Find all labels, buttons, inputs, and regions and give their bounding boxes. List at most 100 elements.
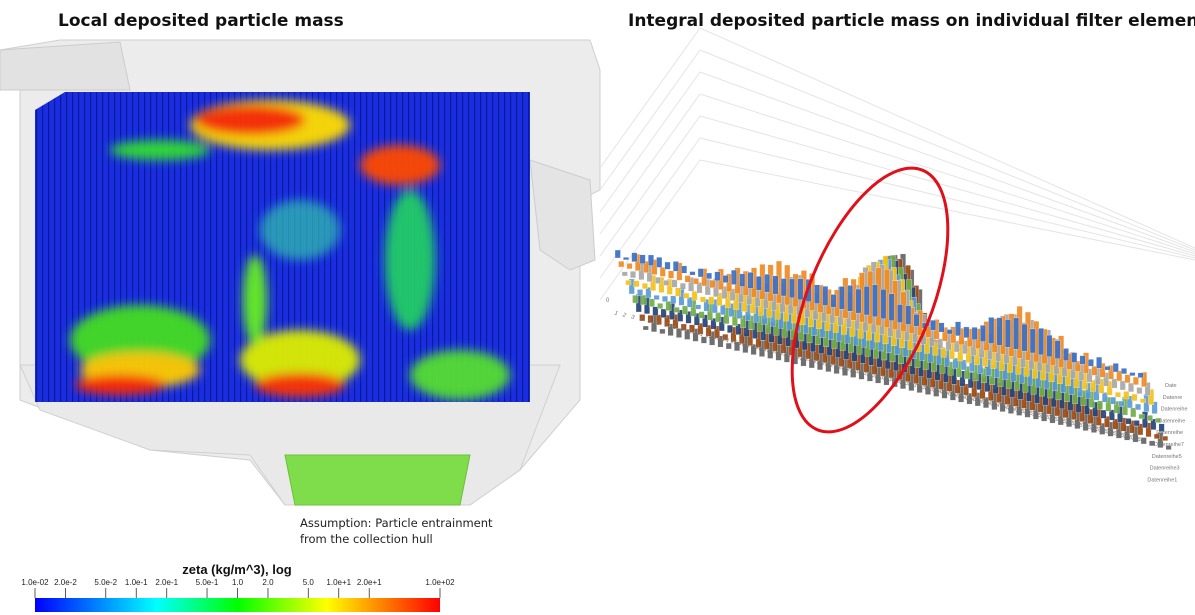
bar-illustration [1110, 397, 1116, 404]
bar-illustration [847, 285, 853, 311]
bar-illustration [671, 296, 677, 304]
bar-illustration [756, 276, 762, 290]
bar-illustration [685, 275, 691, 282]
bar-illustration [989, 317, 995, 343]
legend-label: Datenreihe [1158, 418, 1185, 424]
bar-illustration [681, 266, 687, 273]
bar-illustration [695, 305, 701, 310]
bar-illustration [1133, 377, 1139, 385]
legend-label: Date [1165, 383, 1177, 389]
bar-illustration [643, 326, 649, 330]
bar-illustration [1140, 399, 1146, 403]
bar-illustration [634, 281, 640, 287]
legend-label: Datenreihe [1156, 430, 1183, 436]
grid-line [600, 116, 700, 256]
page: Local deposited particle mass Assumption… [0, 0, 1195, 615]
bar-illustration [654, 295, 660, 299]
legend-label: Datenreihe5 [1152, 454, 1182, 460]
bar-illustration [1080, 356, 1086, 365]
bar-illustration [773, 276, 779, 294]
bar-illustration [627, 263, 633, 269]
bar-illustration [856, 289, 862, 313]
bar-illustration [897, 304, 903, 322]
bar-illustration [649, 299, 655, 307]
bar-illustration [662, 296, 668, 302]
bar-illustration [698, 269, 704, 277]
bar-illustration [748, 272, 754, 288]
bar-illustration [906, 306, 912, 325]
bar-illustration [1072, 353, 1078, 363]
bar-field [615, 250, 1171, 450]
bar-illustration [665, 262, 671, 269]
legend-label: Datenreihe [1161, 407, 1188, 413]
colorbar-tick-label: 5.0 [303, 578, 315, 587]
bar-illustration [632, 253, 638, 262]
bar-illustration [690, 272, 696, 276]
bar-illustration [615, 250, 621, 258]
bar-illustration [1055, 341, 1061, 359]
bar-illustration [1013, 318, 1019, 349]
legend-label: Datenre [1163, 395, 1183, 401]
colorbar-tick-label: 1.0e+02 [425, 578, 455, 587]
bar-illustration [881, 289, 887, 319]
bar-illustration [740, 274, 746, 287]
bar-illustration [674, 307, 680, 312]
x-tick-label: 1 [613, 310, 619, 317]
colorbar [35, 598, 440, 612]
bar-illustration [1047, 335, 1053, 357]
bar-illustration [684, 293, 690, 298]
bar-illustration [930, 320, 936, 330]
bar-illustration [1121, 368, 1127, 374]
bar-illustration [657, 303, 663, 308]
bar-illustration [637, 289, 643, 295]
bar-illustration [710, 280, 716, 288]
bar-illustration [1126, 418, 1132, 424]
filter-field [35, 92, 530, 402]
bar-illustration [955, 322, 961, 336]
bar-illustration [947, 329, 953, 334]
bar-illustration [839, 286, 845, 309]
grid-line [600, 72, 700, 212]
bar-illustration [1139, 414, 1145, 419]
bar-illustration [664, 280, 670, 285]
bar-illustration [939, 323, 945, 332]
bar-illustration [626, 280, 632, 285]
bar-illustration [657, 257, 663, 267]
bar-illustration [997, 318, 1003, 346]
bar-illustration [1119, 401, 1125, 406]
x-tick-label: 3 [630, 314, 636, 321]
bar-illustration [648, 255, 654, 266]
bar-illustration [1005, 320, 1011, 348]
colorbar-title: zeta (kg/m^3), log [182, 562, 291, 577]
figure: Local deposited particle mass Assumption… [0, 0, 1195, 615]
bar-illustration [1105, 366, 1111, 370]
bar-illustration [798, 279, 804, 300]
bar-illustration [764, 274, 770, 292]
bar-illustration [1022, 324, 1027, 351]
bar-illustration [673, 261, 679, 271]
legend-label: Datenreihe1 [1147, 477, 1177, 483]
bar-illustration [642, 283, 648, 289]
colorbar-tick-label: 1.0e-02 [21, 578, 49, 587]
bar-illustration [1134, 420, 1140, 426]
bar-illustration [668, 271, 674, 279]
legend-label: Datenreihe3 [1150, 466, 1180, 472]
colorbar-tick-label: 1.0 [232, 578, 244, 587]
bar-illustration [823, 286, 829, 305]
bar-illustration [1135, 404, 1141, 410]
bar-illustration [633, 295, 639, 303]
bar-illustration [1137, 387, 1143, 393]
bar-illustration [1130, 373, 1136, 376]
bar-illustration [964, 327, 970, 338]
bar-illustration [864, 286, 870, 315]
bar-illustration [1063, 348, 1069, 360]
colorbar-tick-label: 2.0e-2 [54, 578, 77, 587]
colorbar-ticks: 1.0e-022.0e-25.0e-21.0e-12.0e-15.0e-11.0… [21, 578, 455, 598]
bar-illustration [672, 280, 678, 288]
bar-illustration [715, 272, 721, 281]
axis-zero-label: 0 [606, 298, 610, 304]
bar-illustration [655, 277, 661, 284]
bar-illustration [1030, 329, 1036, 353]
colorbar-tick-label: 5.0e-2 [94, 578, 117, 587]
bar-illustration [831, 294, 837, 307]
